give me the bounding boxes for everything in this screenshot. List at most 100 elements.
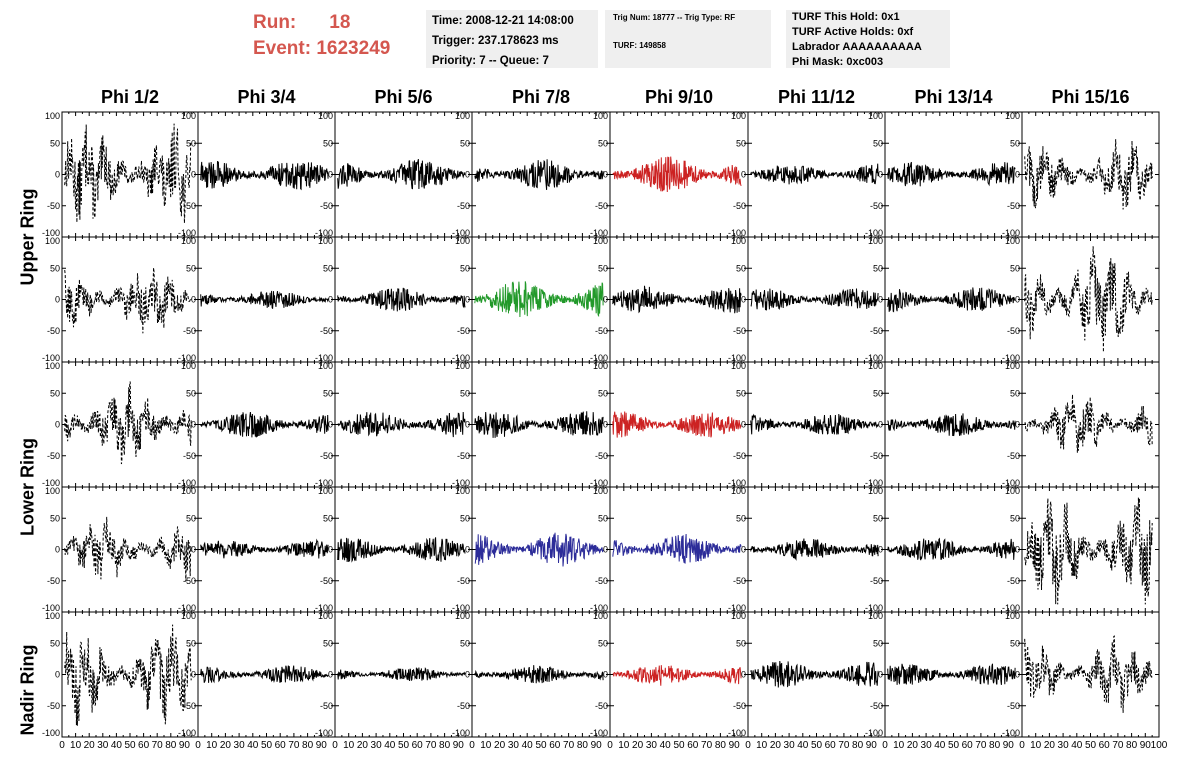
y-tick-label: 50 — [186, 138, 196, 148]
y-tick-label: 100 — [1005, 236, 1020, 246]
y-tick-label: 100 — [593, 111, 608, 121]
y-tick-label: -50 — [457, 701, 470, 711]
x-tick-label: 80 — [439, 740, 451, 751]
x-tick-label: 60 — [962, 740, 974, 751]
y-tick-label: 0 — [465, 545, 470, 555]
x-tick-label: 60 — [825, 740, 837, 751]
run-event-block: Run: 18 Event: 1623249 — [253, 10, 390, 62]
x-tick-label: 10 — [1030, 740, 1042, 751]
y-tick-label: -50 — [870, 326, 883, 336]
y-tick-label: -100 — [42, 603, 60, 613]
y-tick-label: -100 — [315, 228, 333, 238]
x-tick-label: 10 — [756, 740, 768, 751]
x-tick-label: 40 — [522, 740, 534, 751]
x-tick-label: 20 — [84, 740, 96, 751]
y-tick-label: -50 — [457, 451, 470, 461]
y-tick-label: -50 — [457, 326, 470, 336]
waveform-trace — [1024, 635, 1153, 713]
x-tick-label: 20 — [907, 740, 919, 751]
y-tick-label: -100 — [452, 353, 470, 363]
y-tick-label: 0 — [191, 295, 196, 305]
x-tick-label: 20 — [1044, 740, 1056, 751]
y-tick-label: 100 — [318, 236, 333, 246]
waveform-panel: 100 50 0 -50 -100 — [590, 361, 749, 488]
y-tick-label: 100 — [181, 236, 196, 246]
y-tick-label: 50 — [736, 388, 746, 398]
x-tick-label: 90 — [1140, 740, 1152, 751]
waveform-trace — [887, 537, 1016, 561]
column-label: Phi 15/16 — [1051, 87, 1130, 107]
x-tick-label: 50 — [261, 740, 273, 751]
y-tick-label: 50 — [598, 138, 608, 148]
y-tick-label: -50 — [47, 701, 60, 711]
y-tick-label: 100 — [593, 361, 608, 371]
y-tick-label: 100 — [731, 111, 746, 121]
x-tick-label: 30 — [784, 740, 796, 751]
waveform-trace — [64, 624, 192, 726]
y-tick-label: -100 — [315, 478, 333, 488]
waveform-trace — [474, 281, 604, 318]
y-tick-label: 0 — [878, 545, 883, 555]
x-tick-label: 80 — [989, 740, 1001, 751]
x-tick-label: 60 — [687, 740, 699, 751]
y-tick-label: 50 — [186, 513, 196, 523]
y-tick-label: -50 — [320, 576, 333, 586]
y-tick-label: 50 — [873, 638, 883, 648]
x-tick-label: 0 — [607, 740, 613, 751]
y-tick-label: -100 — [728, 478, 746, 488]
waveform-panel: 100 50 0 -50 -100 — [1002, 486, 1160, 613]
waveform-panel: 100 50 0 -50 -100 — [590, 611, 749, 738]
x-tick-label: 70 — [838, 740, 850, 751]
trigger-line: Trigger: 237.178623 ms — [432, 35, 559, 47]
x-tick-label: 60 — [412, 740, 424, 751]
x-tick-label: 40 — [384, 740, 396, 751]
y-tick-label: 100 — [1005, 361, 1020, 371]
y-tick-label: -50 — [595, 701, 608, 711]
turf-hold-line: TURF This Hold: 0x1 — [792, 11, 900, 23]
y-tick-label: 50 — [736, 513, 746, 523]
y-tick-label: 0 — [1015, 545, 1020, 555]
y-tick-label: -100 — [42, 353, 60, 363]
x-tick-label: 30 — [97, 740, 109, 751]
x-tick-label: 10 — [618, 740, 630, 751]
x-tick-label: 70 — [425, 740, 437, 751]
y-tick-label: -50 — [1007, 201, 1020, 211]
x-tick-label: 100 — [1151, 740, 1168, 751]
y-tick-label: -50 — [595, 576, 608, 586]
waveform-panel: 100 50 0 -50 -100 — [1002, 236, 1160, 363]
waveform-trace — [64, 381, 192, 465]
y-tick-label: -100 — [42, 728, 60, 738]
y-tick-label: 0 — [741, 170, 746, 180]
waveform-panel: 100 50 0 -50 -100 — [178, 486, 336, 613]
y-tick-label: 50 — [460, 388, 470, 398]
y-tick-label: 50 — [323, 513, 333, 523]
y-tick-label: -50 — [47, 201, 60, 211]
column-label: Phi 3/4 — [237, 87, 296, 107]
y-tick-label: -100 — [728, 353, 746, 363]
x-tick-label: 50 — [673, 740, 685, 751]
y-tick-label: 0 — [878, 670, 883, 680]
x-tick-label: 60 — [138, 740, 150, 751]
y-tick-label: 100 — [868, 111, 883, 121]
y-tick-label: 0 — [878, 420, 883, 430]
trigger-info-box: Trig Num: 18777 -- Trig Type: RF TURF: 1… — [605, 10, 771, 68]
x-tick-label: 40 — [797, 740, 809, 751]
x-tick-label: 50 — [948, 740, 960, 751]
y-tick-label: 50 — [873, 263, 883, 273]
waveform-panel: 100 50 0 -50 -100 — [452, 361, 611, 488]
x-tick-label: 20 — [494, 740, 506, 751]
y-tick-label: 100 — [1005, 111, 1020, 121]
x-tick-label: 60 — [1099, 740, 1111, 751]
labrador-line: Labrador AAAAAAAAAA — [792, 41, 922, 53]
run-label: Run: — [253, 12, 297, 33]
y-tick-label: -50 — [595, 201, 608, 211]
x-tick-label: 70 — [975, 740, 987, 751]
x-tick-label: 0 — [59, 740, 65, 751]
column-label: Phi 9/10 — [644, 87, 714, 107]
waveform-panel: 100 50 0 -50 -100 — [865, 236, 1023, 363]
x-tick-label: 20 — [770, 740, 782, 751]
waveform-panel: 100 50 0 -50 -100 — [865, 486, 1023, 613]
x-tick-label: 40 — [660, 740, 672, 751]
y-tick-label: 100 — [181, 361, 196, 371]
x-tick-label: 10 — [480, 740, 492, 751]
